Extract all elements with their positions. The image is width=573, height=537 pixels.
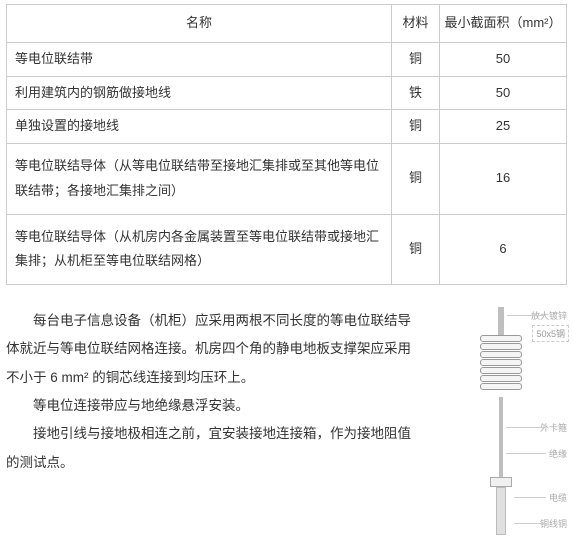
cell-material: 铜 — [392, 214, 440, 284]
insulator-disc — [480, 343, 522, 350]
insulator-disc — [480, 335, 522, 342]
paragraph-1: 每台电子信息设备（机柜）应采用两根不同长度的等电位联结导体就近与等电位联结网格连… — [6, 307, 424, 392]
diagram-leader-line — [507, 315, 545, 316]
diagram-dimension-label: 50x5钢 — [532, 325, 569, 342]
spec-table-container: 名称 材料 最小截面积（mm²） 等电位联结带 铜 50 利用建筑内的钢筋做接地… — [0, 0, 573, 285]
diagram-label-4: 电缆 — [549, 491, 567, 504]
diagram-leader-line — [506, 453, 546, 454]
spec-table: 名称 材料 最小截面积（mm²） 等电位联结带 铜 50 利用建筑内的钢筋做接地… — [6, 4, 567, 285]
diagram-leader-line — [506, 427, 546, 428]
table-row: 单独设置的接地线 铜 25 — [7, 110, 567, 144]
paragraph-2: 等电位连接带应与地绝缘悬浮安装。 — [6, 392, 424, 420]
diagram-label-3: 绝缘 — [549, 447, 567, 460]
table-row: 利用建筑内的钢筋做接地线 铁 50 — [7, 76, 567, 110]
table-row: 等电位联结导体（从机房内各金属装置至等电位联结带或接地汇集排；从机柜至等电位联结… — [7, 214, 567, 284]
diagram-clamp — [490, 477, 512, 487]
cell-area: 25 — [440, 110, 567, 144]
cell-material: 铜 — [392, 110, 440, 144]
insulator-disc — [480, 383, 522, 390]
diagram-leader-line — [514, 523, 546, 524]
col-header-material: 材料 — [392, 5, 440, 43]
cell-material: 铁 — [392, 76, 440, 110]
diagram-leader-line — [514, 497, 546, 498]
paragraph-3: 接地引线与接地极相连之前，宜安装接地连接箱，作为接地阻值的测试点。 — [6, 420, 424, 477]
cell-name: 等电位联结导体（从机房内各金属装置至等电位联结带或接地汇集排；从机柜至等电位联结… — [7, 214, 392, 284]
insulator-disc — [480, 375, 522, 382]
cell-name: 单独设置的接地线 — [7, 110, 392, 144]
diagram-rod-top — [498, 307, 504, 335]
content-area: 每台电子信息设备（机柜）应采用两根不同长度的等电位联结导体就近与等电位联结网格连… — [0, 285, 573, 537]
cell-material: 铜 — [392, 42, 440, 76]
table-header-row: 名称 材料 最小截面积（mm²） — [7, 5, 567, 43]
diagram-insulator — [480, 335, 522, 397]
cell-area: 6 — [440, 214, 567, 284]
insulator-disc — [480, 359, 522, 366]
cell-area: 50 — [440, 76, 567, 110]
table-row: 等电位联结导体（从等电位联结带至接地汇集排或至其他等电位联结带；各接地汇集排之间… — [7, 144, 567, 214]
table-row: 等电位联结带 铜 50 — [7, 42, 567, 76]
cell-area: 50 — [440, 42, 567, 76]
diagram-rod-mid — [499, 397, 503, 477]
diagram-rod-bottom — [496, 487, 506, 535]
technical-diagram: 50x5钢 放大镀锌 外卡箍 绝缘 电缆 铜线铜 — [434, 307, 567, 537]
col-header-name: 名称 — [7, 5, 392, 43]
cell-material: 铜 — [392, 144, 440, 214]
body-text: 每台电子信息设备（机柜）应采用两根不同长度的等电位联结导体就近与等电位联结网格连… — [6, 307, 424, 537]
cell-name: 等电位联结带 — [7, 42, 392, 76]
cell-name: 利用建筑内的钢筋做接地线 — [7, 76, 392, 110]
insulator-disc — [480, 351, 522, 358]
cell-name: 等电位联结导体（从等电位联结带至接地汇集排或至其他等电位联结带；各接地汇集排之间… — [7, 144, 392, 214]
insulator-disc — [480, 367, 522, 374]
cell-area: 16 — [440, 144, 567, 214]
col-header-min-area: 最小截面积（mm²） — [440, 5, 567, 43]
